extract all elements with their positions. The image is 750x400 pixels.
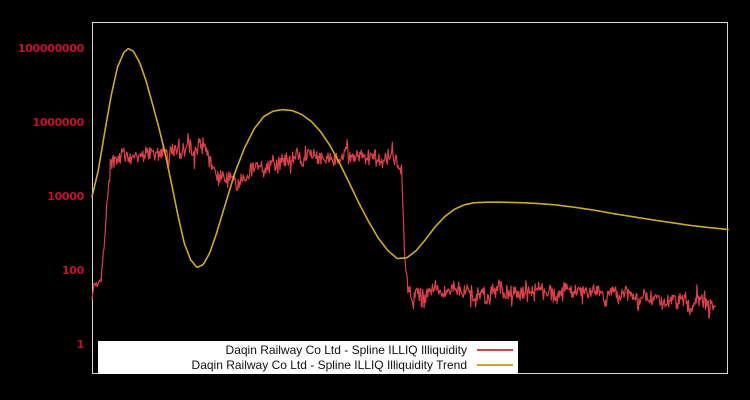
ytick-label-10000: 10000 <box>47 190 84 203</box>
ytick-label-100000000: 100000000 <box>17 42 84 55</box>
chart-legend: Daqin Railway Co Ltd - Spline ILLIQ Illi… <box>98 341 518 374</box>
legend-swatch-illiquidity <box>477 349 513 351</box>
series-line-illiquidity <box>91 132 716 319</box>
ytick-label-1000000: 1000000 <box>32 116 85 129</box>
legend-swatch-illiquidity-trend <box>477 364 513 366</box>
series-layer <box>91 47 729 319</box>
legend-entry-illiquidity: Daqin Railway Co Ltd - Spline ILLIQ Illi… <box>99 343 517 358</box>
legend-label-illiquidity: Daqin Railway Co Ltd - Spline ILLIQ Illi… <box>225 342 467 357</box>
ytick-label-100: 100 <box>61 264 84 277</box>
ytick-label-1: 1 <box>76 338 85 351</box>
series-line-illiquidity-trend <box>91 47 729 268</box>
legend-label-illiquidity-trend: Daqin Railway Co Ltd - Spline ILLIQ Illi… <box>191 357 467 372</box>
legend-entry-illiquidity-trend: Daqin Railway Co Ltd - Spline ILLIQ Illi… <box>99 358 517 373</box>
